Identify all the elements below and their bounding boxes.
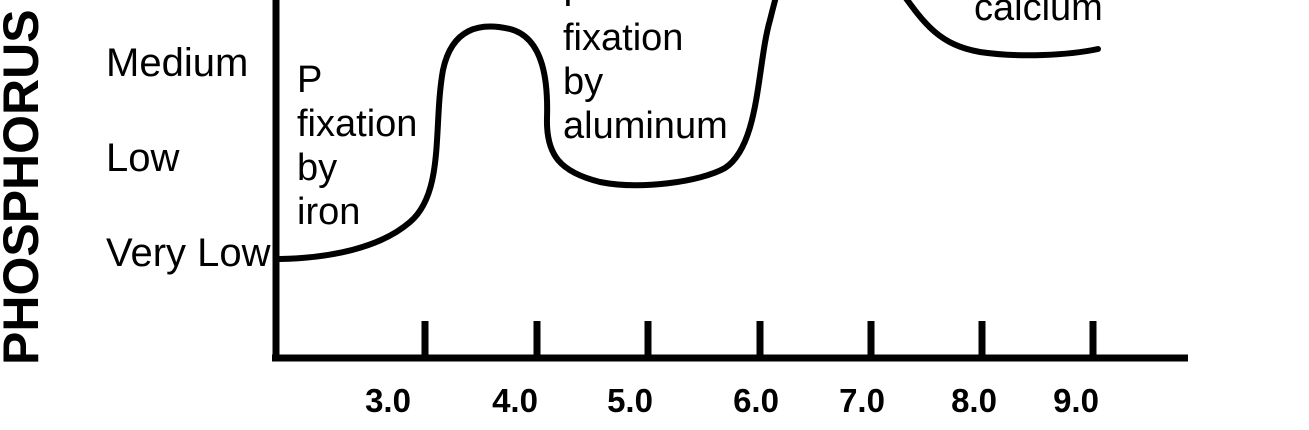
x-tick-label: 5.0 [607,382,653,419]
annotation-line: by [563,61,603,103]
y-axis-label: PHOSPHORUS A [0,0,49,365]
curve-annotations: PfixationbyironPfixationbyaluminumcalciu… [297,0,1103,233]
x-tick-label: 4.0 [492,382,538,419]
y-category-label: Low [106,136,179,180]
y-category-label: Very Low [106,231,271,275]
annotation-line: by [297,147,337,189]
annotation-line: iron [297,191,360,233]
x-axis-tick-labels: 3.0 4.0 5.0 6.0 7.0 8.0 9.0 [365,382,1099,419]
x-tick-label: 9.0 [1053,382,1099,419]
x-tick-label: 8.0 [951,382,997,419]
y-category-label: Medium [106,41,248,85]
annotation-line: fixation [563,17,683,59]
x-tick-label: 7.0 [839,382,885,419]
x-tick-label: 6.0 [733,382,779,419]
x-axis-tick-marks [421,321,1097,358]
annotation-line: fixation [297,103,417,145]
annotation-line: calcium [974,0,1103,29]
x-tick-label: 3.0 [365,382,411,419]
annotation-line: aluminum [563,105,728,147]
y-axis-category-labels: Very Low Low Medium [106,41,271,275]
phosphorus-availability-curve [277,0,1101,262]
annotation-line: P [563,0,588,15]
annotation-line: P [297,59,322,101]
